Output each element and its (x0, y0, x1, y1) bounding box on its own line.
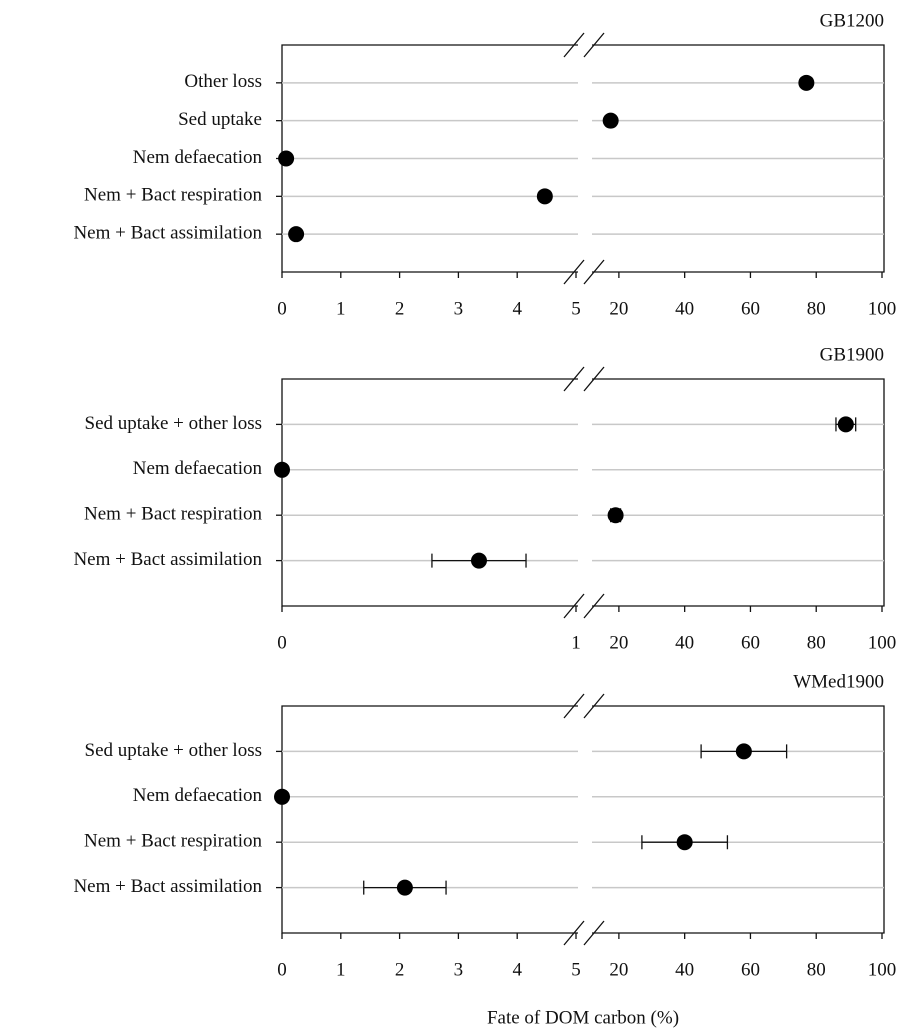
category-label: Nem + Bact respiration (84, 185, 262, 206)
data-point (274, 461, 290, 478)
x-tick-label: 0 (277, 632, 287, 653)
category-label: Nem + Bact assimilation (73, 223, 262, 244)
data-point (837, 416, 854, 433)
axis-break (563, 593, 585, 619)
data-point (396, 879, 413, 896)
x-tick-label: 20 (609, 298, 628, 319)
x-tick-label: 0 (277, 959, 287, 980)
data-point (536, 188, 553, 205)
data-point (278, 150, 295, 167)
data-point (288, 226, 305, 243)
axis-break (563, 259, 585, 285)
data-point (798, 74, 815, 91)
x-tick-label: 100 (868, 632, 897, 653)
category-label: Nem defaecation (133, 785, 263, 806)
x-tick-label: 60 (741, 959, 760, 980)
x-tick-label: 80 (807, 959, 826, 980)
x-tick-label: 1 (336, 959, 346, 980)
x-tick-label: 60 (741, 298, 760, 319)
category-label: Nem + Bact assimilation (73, 876, 262, 897)
data-point (735, 743, 752, 760)
category-label: Nem defaecation (133, 147, 263, 168)
x-tick-label: 5 (571, 959, 581, 980)
category-label: Nem + Bact respiration (84, 504, 262, 525)
data-point (470, 552, 487, 569)
x-tick-label: 5 (571, 298, 581, 319)
x-tick-label: 0 (277, 298, 287, 319)
category-label: Nem + Bact assimilation (73, 549, 262, 570)
axis-break (563, 32, 585, 58)
x-tick-label: 1 (571, 632, 581, 653)
axis-break (563, 366, 585, 392)
axis-break (563, 920, 585, 946)
frame (281, 378, 885, 607)
x-tick-label: 4 (512, 298, 522, 319)
panel-title: WMed1900 (793, 671, 884, 692)
x-tick-label: 40 (675, 632, 694, 653)
x-tick-label: 3 (454, 298, 464, 319)
category-label: Other loss (184, 71, 262, 92)
x-tick-label: 80 (807, 298, 826, 319)
data-point (676, 834, 693, 851)
axis-break (583, 366, 605, 392)
x-tick-label: 40 (675, 959, 694, 980)
x-tick-label: 20 (609, 632, 628, 653)
x-tick-label: 40 (675, 298, 694, 319)
category-label: Sed uptake (178, 109, 262, 130)
x-tick-label: 1 (336, 298, 346, 319)
axis-break (583, 259, 605, 285)
x-tick-label: 20 (609, 959, 628, 980)
panel-title: GB1200 (820, 10, 884, 31)
axis-break (583, 920, 605, 946)
x-tick-label: 2 (395, 298, 405, 319)
panel-title: GB1900 (820, 344, 884, 365)
category-label: Sed uptake + other loss (85, 740, 262, 761)
category-label: Sed uptake + other loss (85, 413, 262, 434)
axis-break (583, 593, 605, 619)
category-label: Nem + Bact respiration (84, 831, 262, 852)
x-tick-label: 60 (741, 632, 760, 653)
data-point (602, 112, 619, 129)
data-point (274, 788, 290, 805)
x-tick-label: 100 (868, 298, 897, 319)
x-tick-label: 3 (454, 959, 464, 980)
x-tick-label: 4 (512, 959, 522, 980)
axis-break (583, 693, 605, 719)
category-label: Nem defaecation (133, 458, 263, 479)
data-point (607, 507, 624, 524)
x-tick-label: 2 (395, 959, 405, 980)
x-axis-label: Fate of DOM carbon (%) (487, 1007, 679, 1028)
axis-break (583, 32, 605, 58)
axis-break (563, 693, 585, 719)
x-tick-label: 80 (807, 632, 826, 653)
frame (281, 705, 885, 934)
x-tick-label: 100 (868, 959, 897, 980)
